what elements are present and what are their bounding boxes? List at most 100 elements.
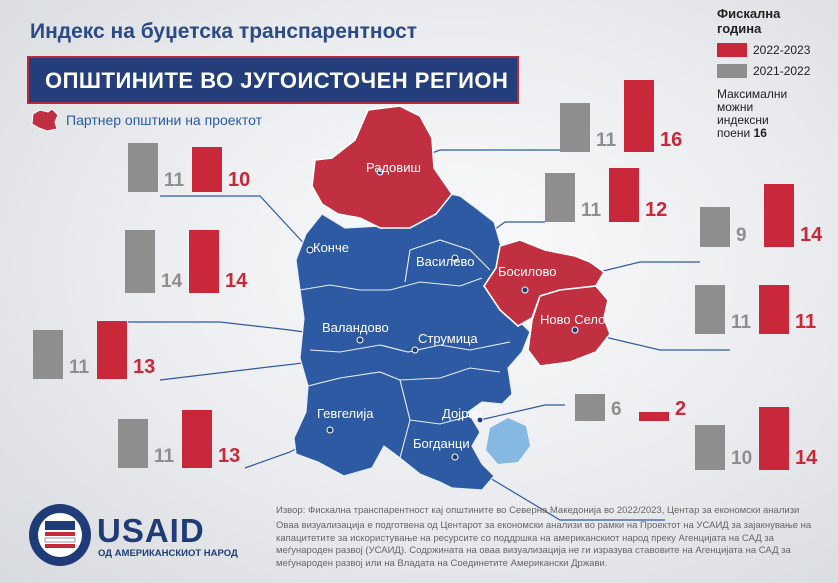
chart-strumica: 11 13	[33, 313, 173, 379]
label-bogdanci: Богданци	[413, 436, 470, 451]
legend-current-label: 2022-2023	[753, 43, 811, 57]
bar-2022-2023	[639, 412, 669, 421]
value-2021-2022: 11	[154, 446, 175, 467]
legend-title-1: Фискална	[717, 6, 781, 21]
chart-vasilevo: 11 12	[545, 156, 685, 222]
bar-2022-2023	[189, 230, 219, 293]
value-2021-2022: 11	[581, 200, 602, 221]
pin-radovish	[376, 168, 384, 176]
label-bosilovo: Босилово	[498, 264, 557, 279]
value-2021-2022: 14	[161, 271, 183, 292]
label-vasilevo: Василево	[416, 254, 475, 269]
bar-2022-2023	[759, 284, 789, 334]
label-dojran: Дојран	[442, 406, 483, 421]
bar-2021-2022	[575, 394, 605, 421]
location-pins	[306, 168, 579, 461]
partner-map-icon	[31, 108, 59, 132]
pin-vasilevo	[451, 254, 459, 262]
legend-max-1: Максимални	[717, 87, 788, 101]
leader-dojran	[479, 404, 565, 421]
pin-gevgelija	[326, 426, 334, 434]
bar-2021-2022	[125, 230, 155, 293]
legend-title-2: година	[717, 21, 762, 36]
label-valandovo: Валандово	[322, 320, 389, 335]
partner-legend-label: Партнер општини на проектот	[66, 112, 262, 128]
pin-bosilovo	[521, 286, 529, 294]
pin-strumica	[411, 346, 419, 354]
legend-previous-label: 2021-2022	[753, 64, 811, 78]
value-2022-2023: 16	[660, 129, 683, 151]
bar-2022-2023	[759, 407, 789, 470]
value-2021-2022: 6	[611, 399, 622, 420]
bar-2022-2023	[97, 320, 127, 379]
value-2022-2023: 10	[228, 169, 251, 191]
value-2021-2022: 11	[596, 130, 617, 151]
legend-previous-swatch	[717, 64, 747, 78]
value-2021-2022: 9	[736, 225, 747, 246]
blue-municipalities	[293, 191, 531, 491]
chart-novoselo: 11 11	[695, 284, 830, 334]
usaid-seal-logo	[29, 504, 91, 566]
bar-2021-2022	[128, 142, 158, 192]
usaid-tagline: ОД АМЕРИКАНСКИОТ НАРОД	[98, 548, 238, 559]
pin-dojran	[476, 416, 484, 424]
bar-2021-2022	[560, 102, 590, 152]
novoselo-area	[527, 285, 611, 367]
value-2022-2023: 14	[795, 447, 818, 469]
bar-2021-2022	[33, 329, 63, 379]
dojran-lake	[486, 418, 530, 464]
chart-konche: 11 10	[128, 140, 268, 192]
legend-previous: 2021-2022	[717, 64, 835, 78]
chart-bosilovo: 9 14	[700, 176, 830, 247]
value-2021-2022: 10	[731, 448, 753, 469]
source-text: Извор: Фискална транспарентност кај општ…	[276, 505, 800, 516]
label-radovish: Радовиш	[366, 160, 421, 175]
region-banner: ОПШТИНИТЕ ВО ЈУГОИСТОЧЕН РЕГИОН	[27, 56, 519, 104]
bar-2021-2022	[118, 418, 148, 468]
value-2022-2023: 13	[218, 445, 241, 467]
label-novoselo: Ново Село	[540, 312, 606, 327]
label-strumica: Струмица	[418, 331, 478, 346]
bar-2021-2022	[695, 284, 725, 334]
pin-konche	[306, 246, 314, 254]
bar-2021-2022	[695, 425, 725, 470]
value-2022-2023: 13	[133, 356, 156, 378]
bar-2022-2023	[764, 184, 794, 247]
value-2022-2023: 11	[795, 311, 817, 333]
bar-2021-2022	[545, 172, 575, 222]
bar-2022-2023	[624, 80, 654, 152]
bar-2022-2023	[182, 409, 212, 468]
radovish-area	[311, 105, 453, 229]
legend-max: Максимални можни индексни поени 16	[717, 88, 835, 140]
value-2021-2022: 11	[69, 357, 90, 378]
value-2022-2023: 14	[800, 224, 823, 246]
legend-current-swatch	[717, 43, 747, 57]
usaid-wordmark: USAID	[97, 512, 205, 549]
bar-2022-2023	[609, 168, 639, 222]
partner-legend: Партнер општини на проектот	[30, 108, 262, 132]
disclaimer-text: Оваа визуализација е подготвена од Цента…	[276, 520, 812, 569]
value-2021-2022: 11	[731, 312, 752, 333]
banner-text: ОПШТИНИТЕ ВО ЈУГОИСТОЧЕН РЕГИОН	[45, 68, 509, 93]
chart-valandovo: 14 14	[125, 227, 265, 293]
legend: Фискална година 2022-2023 2021-2022 Макс…	[717, 6, 835, 140]
legend-max-3: индексни	[717, 113, 769, 127]
bar-2022-2023	[192, 147, 222, 192]
chart-radovish: 11 16	[560, 68, 700, 152]
pin-valandovo	[356, 336, 364, 344]
bar-2021-2022	[700, 206, 730, 247]
value-2022-2023: 14	[225, 270, 248, 292]
value-2021-2022: 11	[164, 170, 185, 191]
chart-gevgelija: 11 13	[118, 402, 258, 468]
leader-konche	[160, 195, 311, 251]
legend-max-2: можни	[717, 100, 754, 114]
legend-current: 2022-2023	[717, 43, 835, 57]
page-title: Индекс на буџетска транспарентност	[30, 20, 418, 43]
value-2022-2023: 12	[645, 199, 668, 221]
label-gevgelija: Гевгелија	[317, 406, 374, 421]
pin-novoselo	[571, 326, 579, 334]
legend-max-value: 16	[753, 126, 767, 140]
value-2022-2023: 2	[675, 398, 687, 420]
